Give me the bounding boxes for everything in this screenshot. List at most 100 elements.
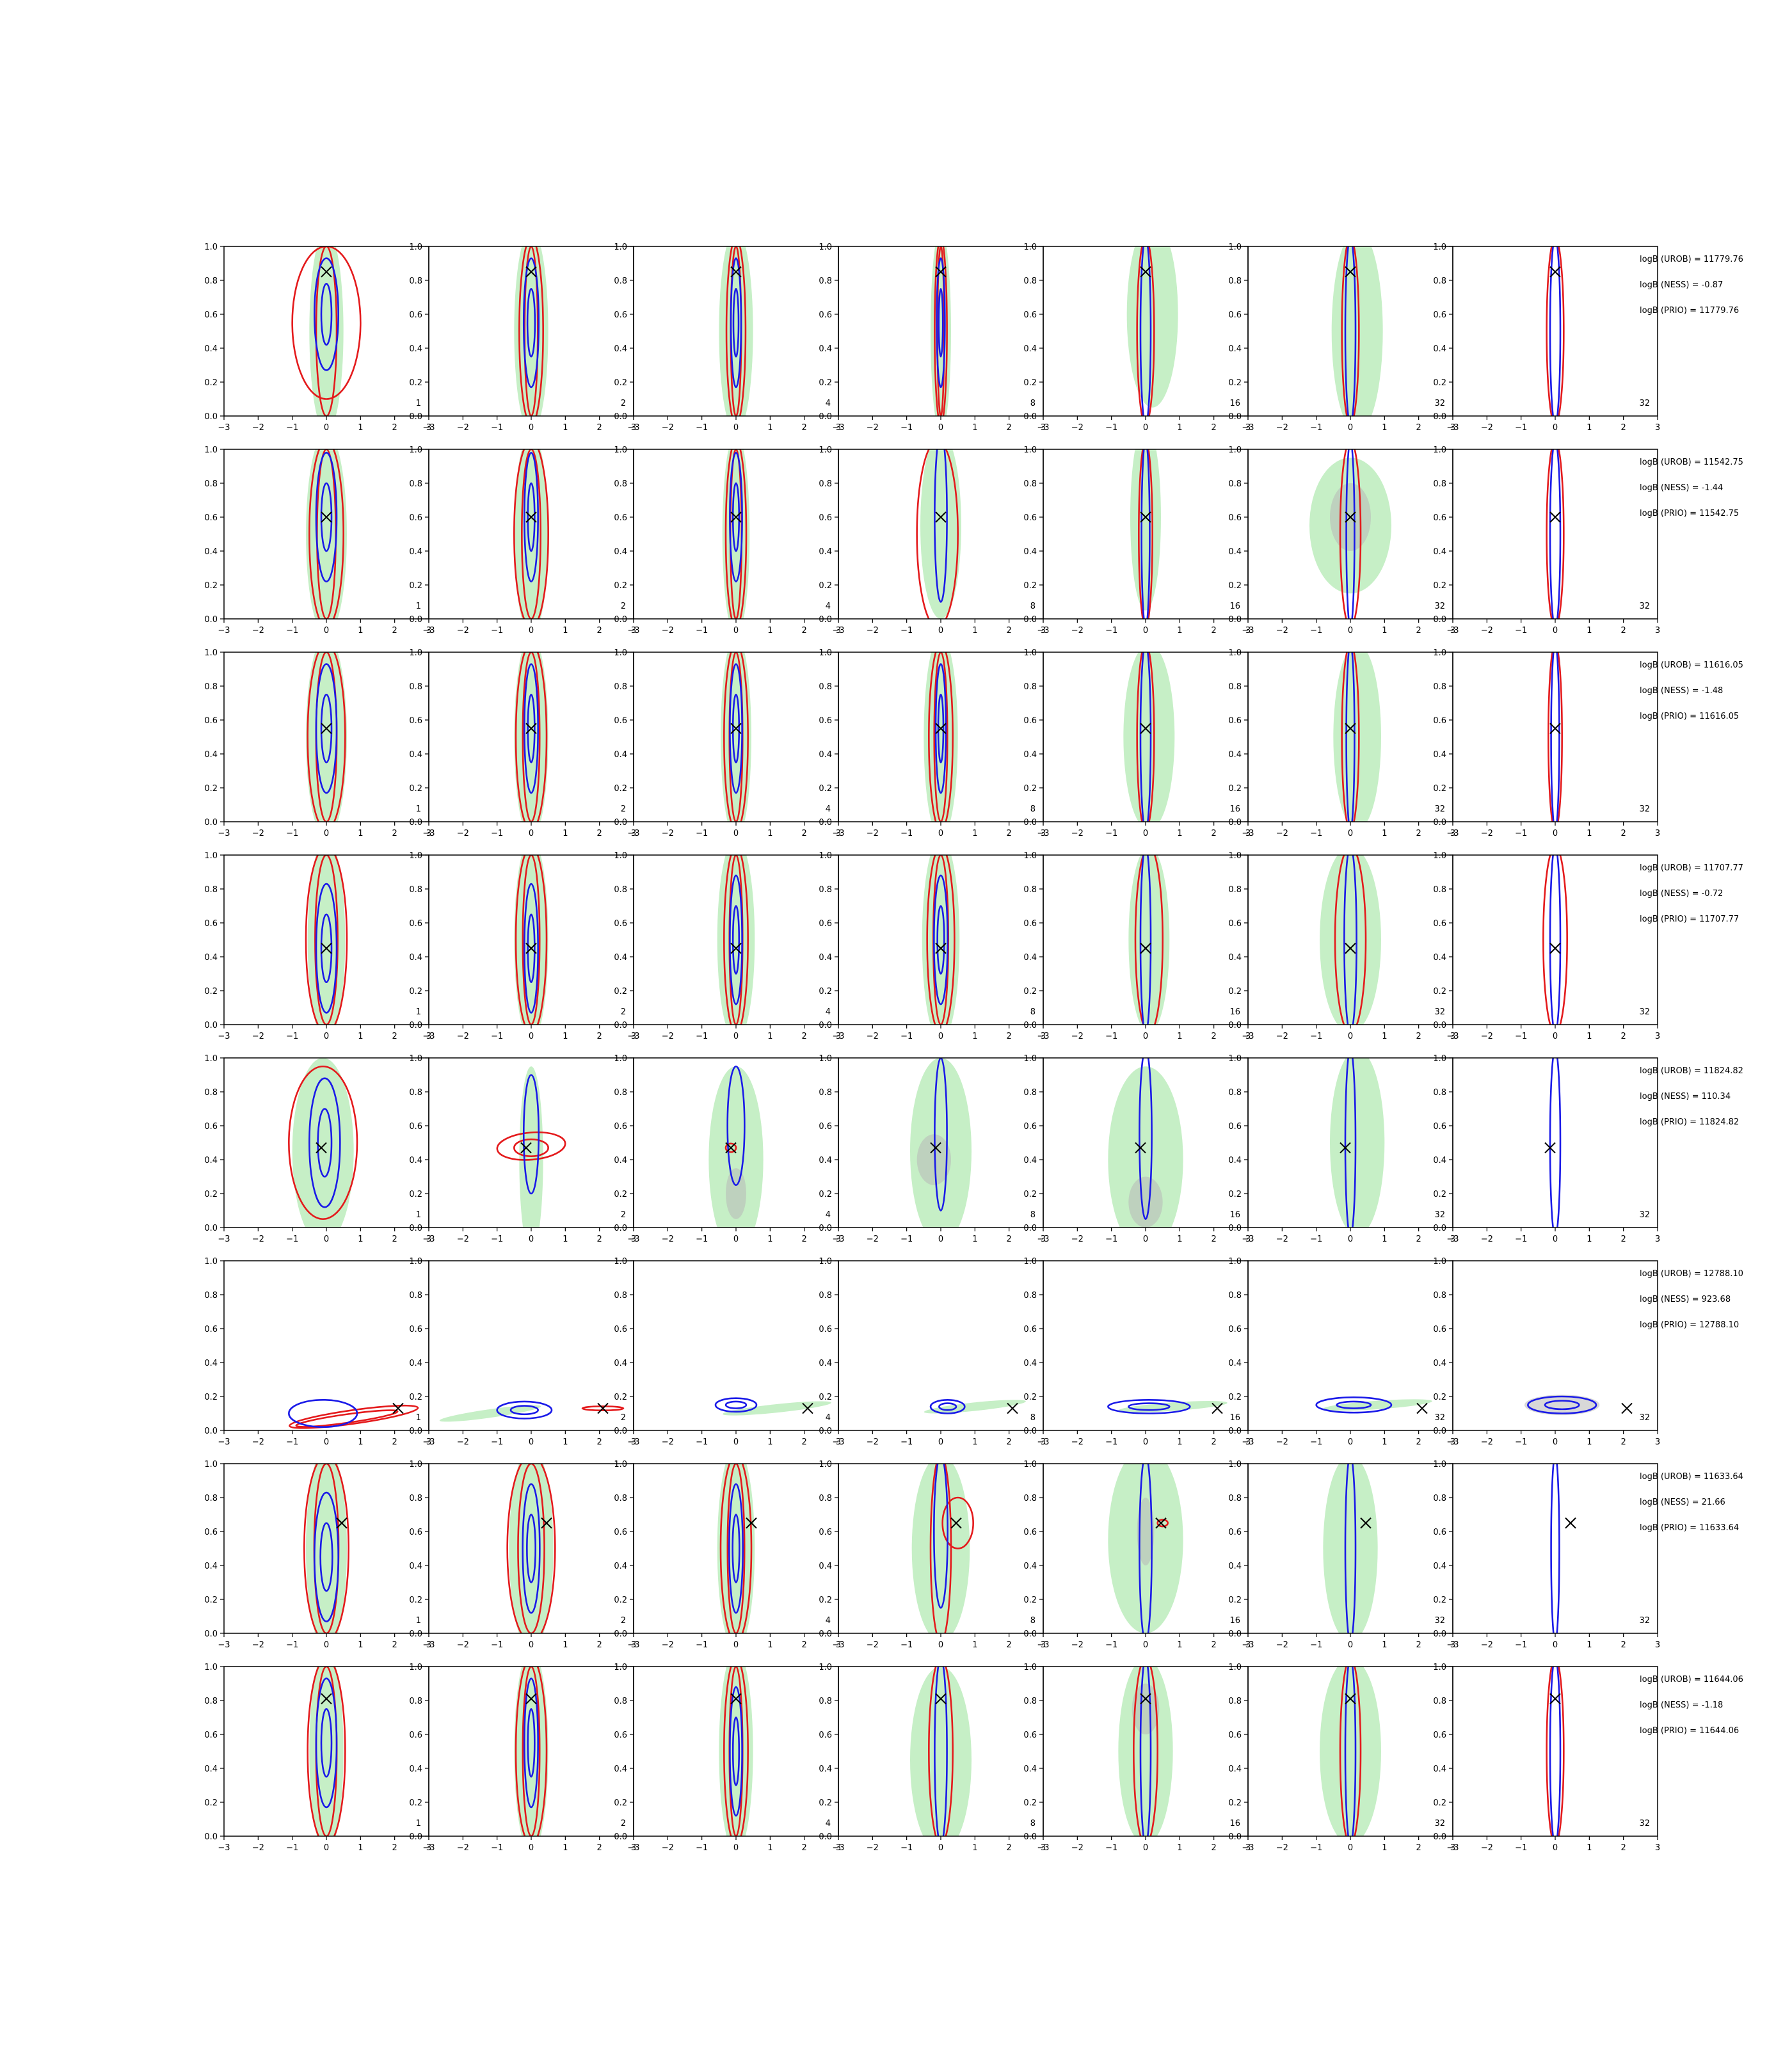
y-tick-label: 0.0 bbox=[614, 1021, 627, 1030]
y-tick-label: 0.2 bbox=[1023, 1393, 1037, 1402]
x-tick-label: −1 bbox=[1515, 1032, 1527, 1041]
panel-count-label: 1 bbox=[416, 1007, 421, 1017]
x-tick-label: −3 bbox=[218, 829, 230, 838]
y-tick-label: 0.2 bbox=[1023, 1798, 1037, 1808]
x-tick-label: −3 bbox=[422, 423, 435, 433]
y-tick-label: 0.6 bbox=[1228, 310, 1242, 320]
x-tick-label: −2 bbox=[1481, 423, 1493, 433]
red-contour-1 bbox=[1138, 449, 1153, 619]
y-tick-label: 0.0 bbox=[1228, 818, 1242, 828]
x-tick-label: 1 bbox=[972, 423, 977, 433]
x-tick-label: 2 bbox=[1621, 829, 1626, 838]
panel-count-label: 1 bbox=[416, 1210, 421, 1220]
panel-r8-c3: −3 −2 −1 0 1 2 3 0.0 0.2 0.4 0.6 0.8 1.0 4 bbox=[614, 1663, 841, 1853]
red-contour-1 bbox=[1546, 1667, 1565, 1836]
annotations-row-4: logB (UROB) = 11707.77 logB (NESS) = -0.7… bbox=[1640, 863, 1743, 924]
x-tick-label: −2 bbox=[457, 1843, 469, 1853]
blue-contour-1 bbox=[1344, 1058, 1357, 1228]
blue-contour-1 bbox=[933, 874, 948, 1005]
panel-count-label: 32 bbox=[1434, 1210, 1445, 1220]
logb-annotation: logB (UROB) = 11633.64 bbox=[1640, 1472, 1743, 1482]
x-tick-label: 1 bbox=[1382, 1032, 1387, 1041]
y-tick-label: 0.2 bbox=[204, 1393, 218, 1402]
panel-r8-c2: −3 −2 −1 0 1 2 3 0.0 0.2 0.4 0.6 0.8 1.0 2 bbox=[409, 1663, 636, 1853]
blue-contour-1 bbox=[1549, 1667, 1562, 1836]
blue-contour-1 bbox=[1549, 449, 1562, 619]
x-tick-label: −1 bbox=[696, 626, 708, 636]
x-tick-label: 0 bbox=[1143, 626, 1148, 636]
panel-r7-c1: −3 −2 −1 0 1 2 3 0.0 0.2 0.4 0.6 0.8 1.0 1 bbox=[204, 1460, 431, 1650]
x-tick-label: −2 bbox=[867, 829, 879, 838]
blue-contour-2 bbox=[732, 905, 740, 975]
density-fill-1 bbox=[708, 1066, 764, 1228]
y-tick-label: 0.8 bbox=[1228, 885, 1242, 895]
red-contour-1 bbox=[941, 1496, 974, 1549]
x-tick-label: 2 bbox=[1212, 1235, 1217, 1244]
x-tick-label: −2 bbox=[662, 1032, 674, 1041]
y-tick-label: 0.2 bbox=[819, 1393, 832, 1402]
blue-contour-1 bbox=[714, 1397, 758, 1413]
blue-contour-1 bbox=[315, 1677, 338, 1809]
panel-r6-c4: −3 −2 −1 0 1 2 3 0.0 0.2 0.4 0.6 0.8 1.0 8 bbox=[819, 1257, 1046, 1447]
y-tick-label: 1.0 bbox=[819, 445, 832, 455]
true-value-marker bbox=[336, 1517, 348, 1529]
panel-count-label: 16 bbox=[1229, 1413, 1240, 1423]
y-tick-label: 0.2 bbox=[819, 378, 832, 388]
x-tick-label: −1 bbox=[696, 1640, 708, 1650]
y-tick-label: 0.4 bbox=[204, 547, 218, 557]
x-tick-label: −1 bbox=[286, 1235, 298, 1244]
red-contour-1 bbox=[496, 1131, 566, 1161]
y-tick-label: 1.0 bbox=[819, 1663, 832, 1672]
y-tick-label: 0.4 bbox=[1433, 750, 1446, 760]
logb-annotation: logB (NESS) = -1.48 bbox=[1640, 686, 1723, 696]
x-tick-label: −3 bbox=[627, 1032, 639, 1041]
logb-annotation: logB (NESS) = -0.72 bbox=[1640, 889, 1723, 899]
x-tick-label: −2 bbox=[457, 1032, 469, 1041]
logb-annotation: logB (UROB) = 11779.76 bbox=[1640, 255, 1743, 264]
y-tick-label: 0.2 bbox=[409, 581, 422, 591]
density-fill-1 bbox=[1333, 652, 1381, 822]
x-tick-label: −2 bbox=[1276, 1843, 1288, 1853]
blue-contour-1 bbox=[1345, 652, 1356, 822]
x-tick-label: 1 bbox=[1382, 1843, 1387, 1853]
panel-r8-c1: −3 −2 −1 0 1 2 3 0.0 0.2 0.4 0.6 0.8 1.0 1 bbox=[204, 1663, 431, 1853]
blue-contour-2 bbox=[509, 1405, 539, 1416]
y-tick-label: 0.2 bbox=[1023, 1190, 1037, 1199]
y-tick-label: 0.4 bbox=[1433, 1359, 1446, 1368]
blue-contour-2 bbox=[527, 913, 536, 984]
y-tick-label: 0.0 bbox=[1023, 412, 1037, 422]
x-tick-label: 3 bbox=[1245, 1032, 1251, 1041]
y-tick-label: 0.4 bbox=[204, 1359, 218, 1368]
x-tick-label: 2 bbox=[1007, 626, 1012, 636]
density-fill-1 bbox=[931, 246, 951, 416]
x-tick-label: −3 bbox=[1242, 423, 1254, 433]
y-tick-label: 0.2 bbox=[819, 1190, 832, 1199]
x-tick-label: 2 bbox=[802, 829, 807, 838]
panel-r4-c2: −3 −2 −1 0 1 2 3 0.0 0.2 0.4 0.6 0.8 1.0 2 bbox=[409, 851, 636, 1041]
x-tick-label: −1 bbox=[900, 423, 913, 433]
y-tick-label: 1.0 bbox=[1023, 1663, 1037, 1672]
y-tick-label: 0.6 bbox=[204, 919, 218, 929]
y-tick-label: 0.6 bbox=[204, 1731, 218, 1740]
blue-contour-2 bbox=[527, 482, 536, 552]
x-tick-label: 0 bbox=[1143, 1235, 1148, 1244]
y-tick-label: 0.6 bbox=[204, 1122, 218, 1132]
y-tick-label: 0.4 bbox=[1228, 1562, 1242, 1571]
panel-count-label: 16 bbox=[1229, 602, 1240, 611]
blue-contour-2 bbox=[936, 905, 945, 975]
y-tick-label: 0.6 bbox=[819, 1528, 832, 1537]
y-tick-label: 0.4 bbox=[409, 1156, 422, 1165]
y-tick-label: 0.0 bbox=[1228, 1629, 1242, 1639]
red-contour-1 bbox=[934, 246, 948, 416]
y-tick-label: 0.6 bbox=[1023, 310, 1037, 320]
x-tick-label: −1 bbox=[1310, 1437, 1322, 1447]
x-tick-label: 2 bbox=[1007, 1032, 1012, 1041]
x-tick-label: 0 bbox=[529, 1032, 534, 1041]
panel-r3-c5: −3 −2 −1 0 1 2 30.00.20.40.60.81.016 bbox=[1023, 648, 1251, 838]
blue-contour-1 bbox=[729, 1686, 743, 1817]
y-tick-label: 0.8 bbox=[614, 1088, 627, 1098]
x-tick-label: 0 bbox=[324, 829, 329, 838]
x-tick-label: −3 bbox=[1242, 1235, 1254, 1244]
x-tick-label: 3 bbox=[1655, 1235, 1660, 1244]
blue-contour-1 bbox=[929, 1398, 966, 1414]
